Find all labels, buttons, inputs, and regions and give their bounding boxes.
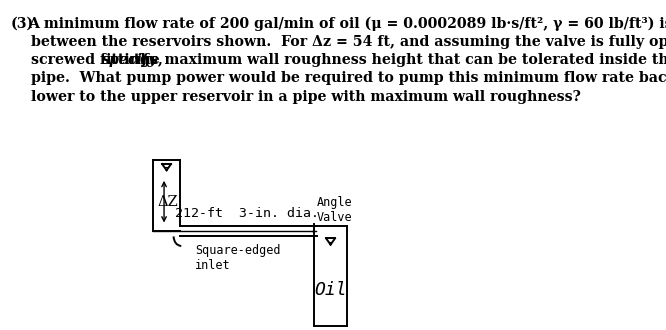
Text: the maximum wall roughness height that can be tolerated inside the: the maximum wall roughness height that c… xyxy=(129,53,666,67)
Text: 212-ft  3-in. dia.: 212-ft 3-in. dia. xyxy=(175,207,319,219)
Text: Square-edged
inlet: Square-edged inlet xyxy=(195,244,281,272)
Text: ΔZ: ΔZ xyxy=(157,195,178,209)
Text: Angle
Valve: Angle Valve xyxy=(317,196,353,224)
Text: screwed fittings,: screwed fittings, xyxy=(31,53,167,67)
Text: lower to the upper reservoir in a pipe with maximum wall roughness?: lower to the upper reservoir in a pipe w… xyxy=(31,90,581,104)
Text: Oil: Oil xyxy=(314,281,347,299)
Text: specify: specify xyxy=(101,53,157,67)
Text: pipe.  What pump power would be required to pump this minimum flow rate back fro: pipe. What pump power would be required … xyxy=(31,71,666,85)
Text: A minimum flow rate of 200 gal/min of oil (μ = 0.0002089 lb·s/ft², γ = 60 lb/ft³: A minimum flow rate of 200 gal/min of oi… xyxy=(28,16,666,31)
Text: (3): (3) xyxy=(10,16,33,30)
Text: between the reservoirs shown.  For Δz = 54 ft, and assuming the valve is fully o: between the reservoirs shown. For Δz = 5… xyxy=(31,35,666,49)
